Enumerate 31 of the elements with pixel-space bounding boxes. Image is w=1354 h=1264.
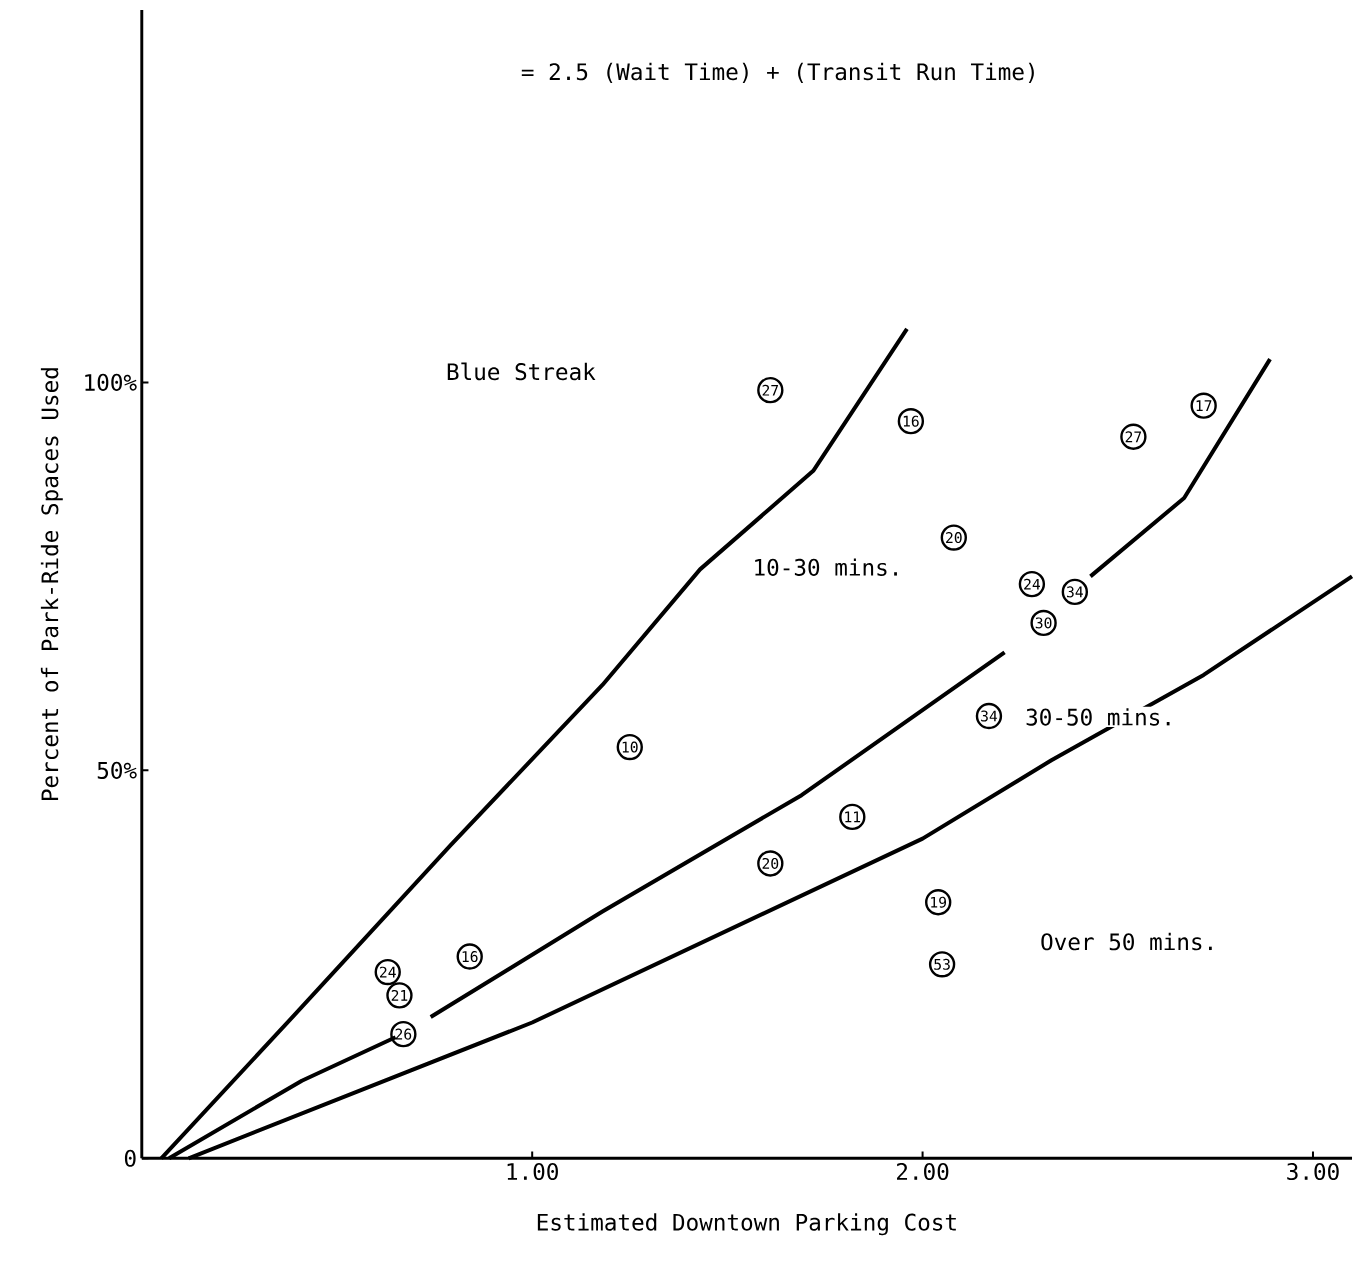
annotation: 16: [462, 950, 478, 963]
annotation: 21: [391, 989, 408, 1001]
annotation: 19: [931, 896, 947, 908]
annotation: 24: [380, 966, 396, 978]
annotation: 34: [1067, 586, 1083, 598]
annotation: 10-30 mins.: [755, 558, 897, 576]
annotation: 53: [934, 958, 950, 970]
annotation: 30-50 mins.: [1026, 708, 1170, 726]
annotation: 30: [1035, 617, 1052, 629]
y-axis-title: Percent of Park-Ride Spaces Used: [40, 368, 63, 800]
x-tick-label: 3.00: [1287, 1162, 1339, 1181]
y-tick-label: 100%: [85, 373, 137, 391]
x-tick-label: 1.00: [507, 1162, 558, 1181]
annotation: 17: [1196, 400, 1212, 411]
annotation: 27: [1125, 431, 1142, 443]
annotation: 20: [946, 531, 962, 544]
annotation: 10: [622, 741, 638, 753]
annotation: 26: [395, 1028, 412, 1040]
annotation: Blue Streak: [447, 362, 596, 381]
annotation: 34: [981, 710, 998, 722]
x-axis-title: Estimated Downtown Parking Cost: [537, 1213, 956, 1236]
annotation: 24: [1024, 578, 1040, 590]
y-tick-label: 50%: [97, 761, 137, 779]
annotation: = 2.5 (Wait Time) + (Transit Run Time): [521, 62, 1034, 83]
annotation: 16: [903, 415, 919, 427]
x-tick-label: 2.00: [897, 1162, 949, 1181]
y-tick-label: 0: [124, 1149, 136, 1167]
annotation: 11: [845, 811, 861, 823]
annotation: Over 50 mins.: [1041, 932, 1212, 951]
annotation: 27: [762, 384, 779, 396]
annotation: 20: [762, 857, 779, 869]
